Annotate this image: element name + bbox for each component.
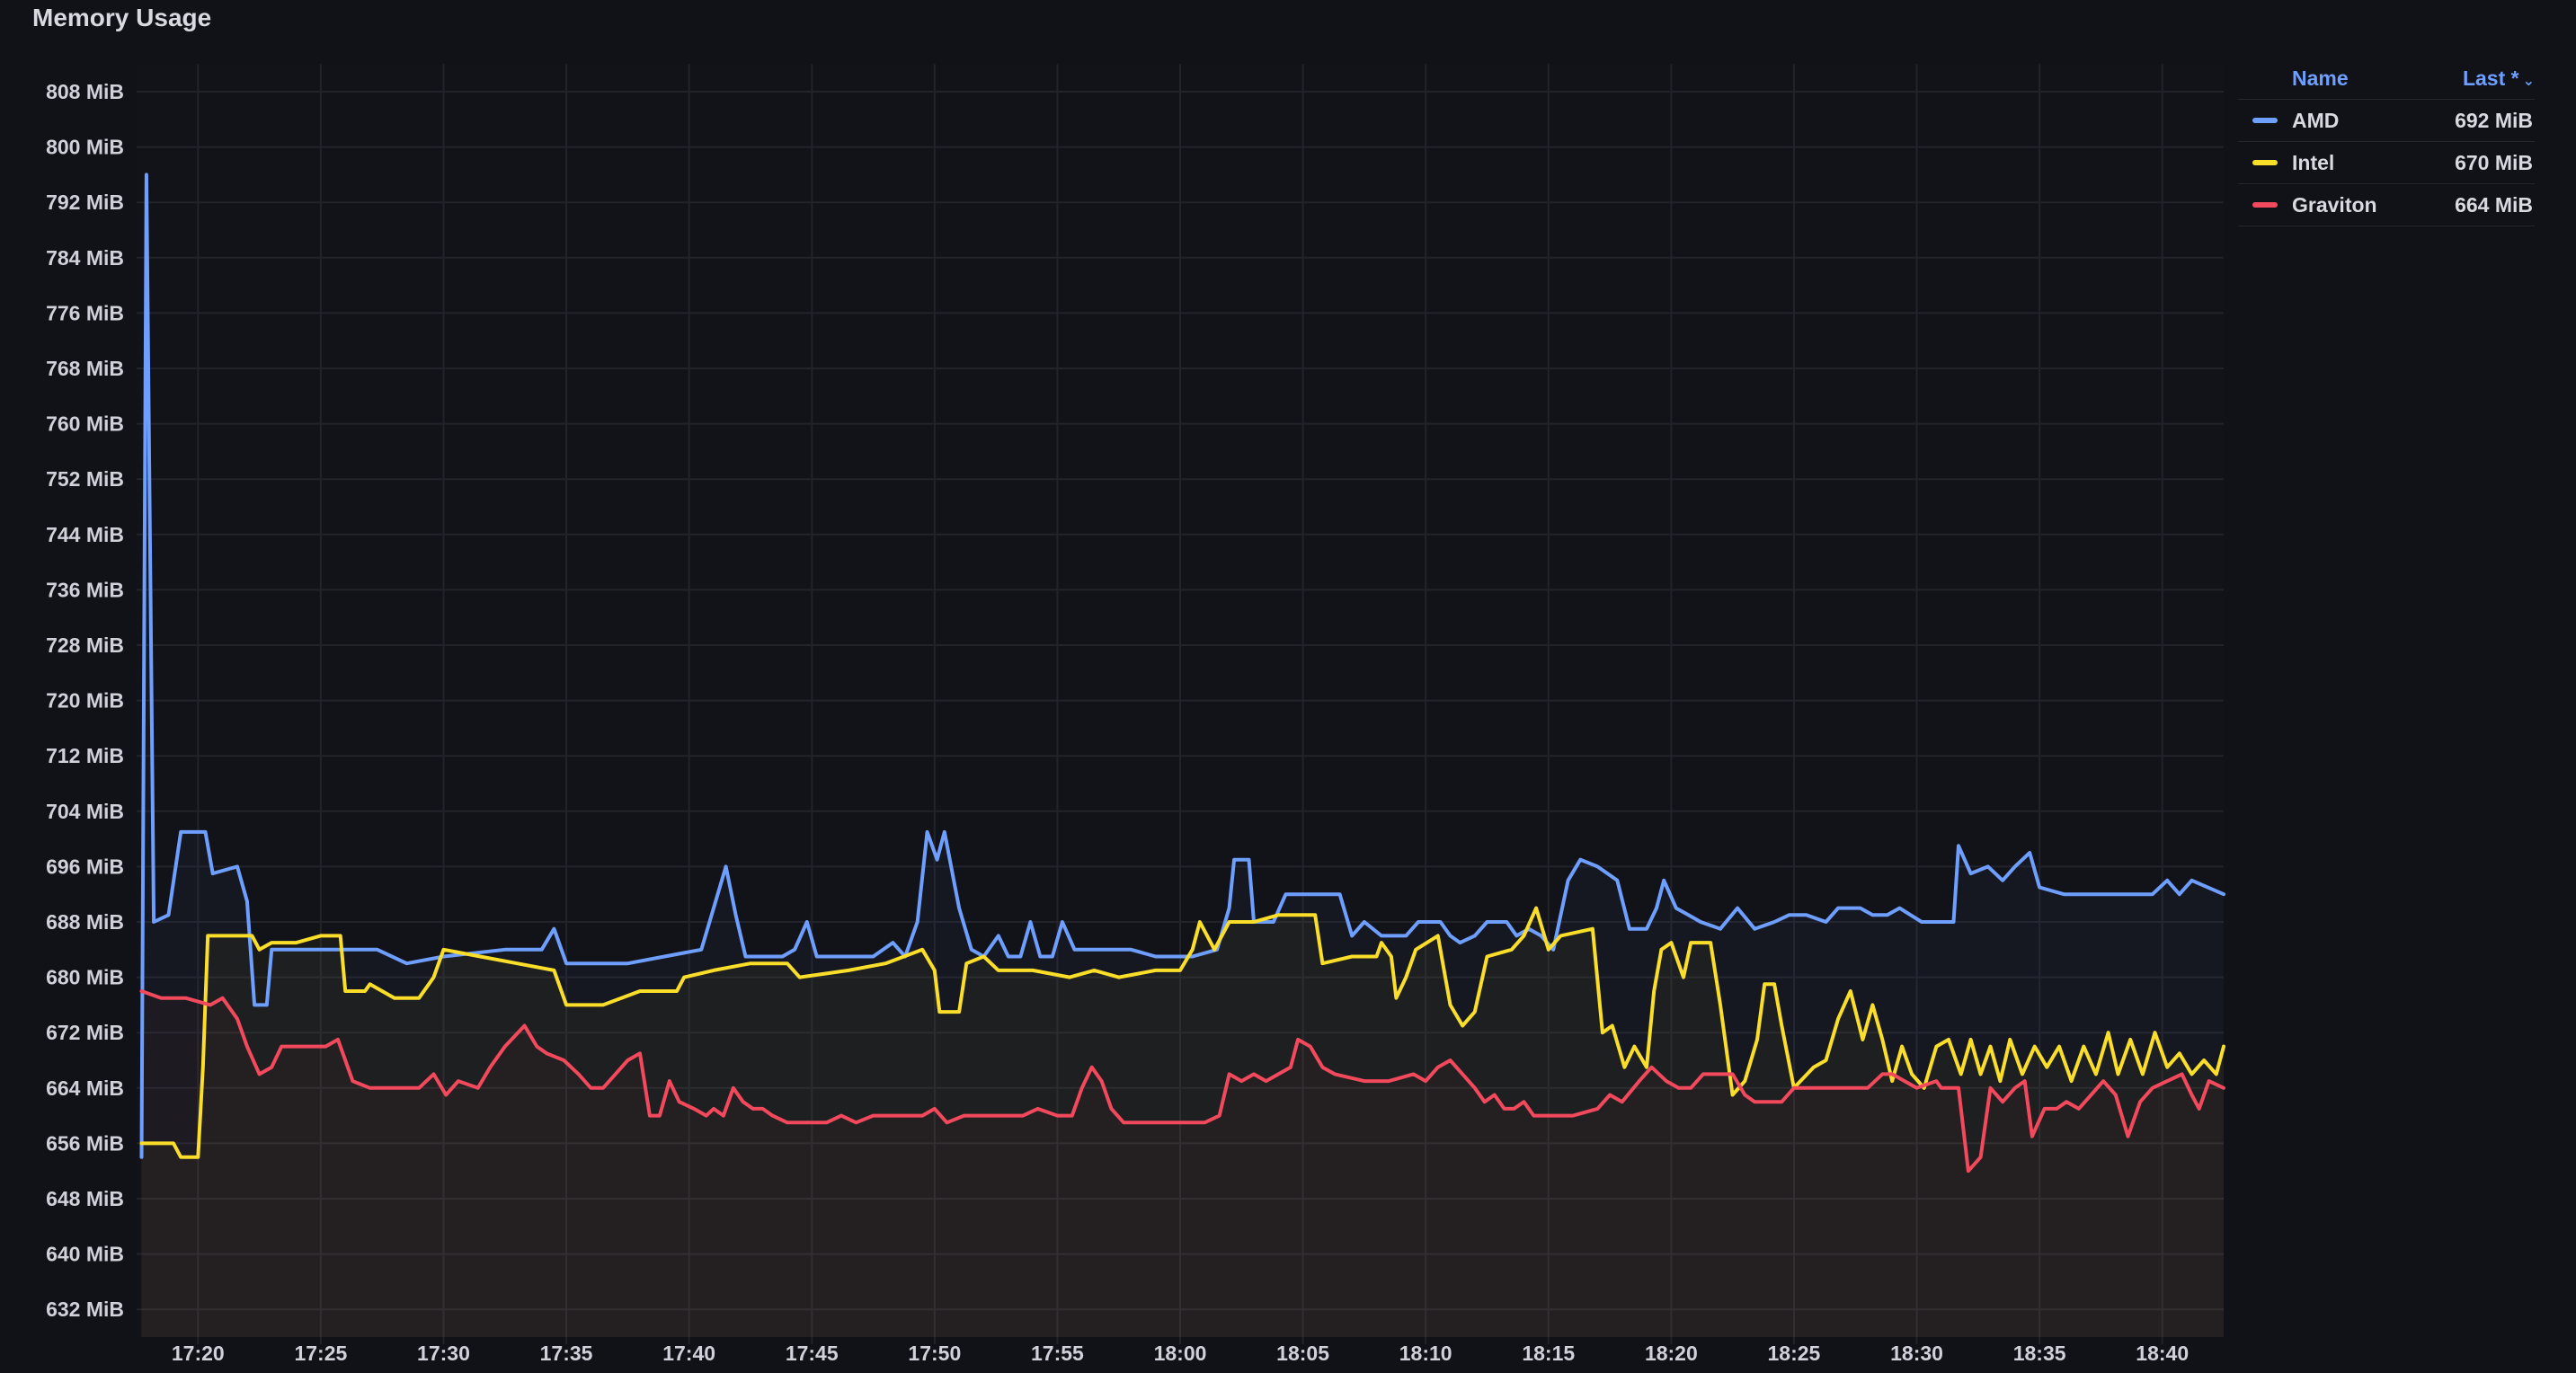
x-tick-label: 18:00: [1154, 1342, 1207, 1365]
y-tick-label: 776 MiB: [46, 301, 124, 324]
x-tick-label: 18:15: [1522, 1342, 1575, 1365]
x-tick-label: 17:40: [662, 1342, 715, 1365]
x-tick-label: 18:10: [1399, 1342, 1452, 1365]
series-line-graviton[interactable]: [139, 989, 2225, 1174]
y-tick-label: 680 MiB: [46, 966, 124, 989]
y-tick-label: 736 MiB: [46, 578, 124, 601]
x-tick-label: 18:30: [1890, 1342, 1943, 1365]
series-color-swatch: [2252, 202, 2278, 208]
x-tick-label: 18:40: [2136, 1342, 2189, 1365]
legend-series-name: Graviton: [2292, 192, 2377, 217]
y-tick-label: 744 MiB: [46, 523, 124, 546]
legend-row-graviton[interactable]: Graviton 664 MiB: [2238, 183, 2535, 226]
legend-name-header[interactable]: Name: [2292, 66, 2349, 90]
y-tick-label: 728 MiB: [46, 633, 124, 657]
y-tick-label: 672 MiB: [46, 1021, 124, 1044]
legend-last-value: 692 MiB: [2455, 108, 2533, 132]
y-tick-label: 704 MiB: [46, 800, 124, 823]
legend-row-intel[interactable]: Intel 670 MiB: [2238, 141, 2535, 183]
legend-table: Name Last * ⌄ AMD 692 MiB Intel 670 MiB G…: [2238, 58, 2535, 226]
y-tick-label: 784 MiB: [46, 246, 124, 270]
panel-title[interactable]: Memory Usage: [32, 4, 212, 31]
x-tick-label: 17:25: [294, 1342, 347, 1365]
y-tick-label: 632 MiB: [46, 1298, 124, 1321]
x-tick-label: 18:20: [1645, 1342, 1698, 1365]
x-tick-label: 18:05: [1276, 1342, 1329, 1365]
y-tick-label: 648 MiB: [46, 1187, 124, 1210]
legend-row-amd[interactable]: AMD 692 MiB: [2238, 99, 2535, 141]
y-tick-label: 792 MiB: [46, 190, 124, 214]
y-tick-label: 696 MiB: [46, 855, 124, 878]
series-color-swatch: [2252, 118, 2278, 123]
y-tick-label: 768 MiB: [46, 357, 124, 380]
y-tick-label: 760 MiB: [46, 412, 124, 436]
x-tick-label: 18:25: [1768, 1342, 1821, 1365]
series-line-amd[interactable]: [139, 173, 2225, 1159]
x-tick-label: 17:45: [786, 1342, 839, 1365]
y-tick-label: 720 MiB: [46, 689, 124, 713]
legend-last-header[interactable]: Last * ⌄: [2463, 66, 2535, 91]
x-tick-label: 18:35: [2013, 1342, 2066, 1365]
sort-chevron-icon: ⌄: [2522, 73, 2535, 89]
y-tick-label: 800 MiB: [46, 136, 124, 159]
x-tick-label: 17:30: [417, 1342, 470, 1365]
legend-series-name: Intel: [2292, 150, 2335, 174]
x-tick-label: 17:50: [908, 1342, 961, 1365]
series-line-intel[interactable]: [139, 906, 2225, 1159]
legend-header: Name Last * ⌄: [2238, 58, 2535, 99]
y-tick-label: 688 MiB: [46, 910, 124, 934]
x-tick-label: 17:35: [540, 1342, 593, 1365]
series-color-swatch: [2252, 160, 2278, 165]
legend-last-value: 670 MiB: [2455, 150, 2533, 174]
y-tick-label: 656 MiB: [46, 1131, 124, 1155]
legend-last-header-label: Last *: [2462, 66, 2519, 90]
y-tick-label: 808 MiB: [46, 80, 124, 103]
y-tick-label: 712 MiB: [46, 744, 124, 767]
x-tick-label: 17:55: [1031, 1342, 1084, 1365]
y-tick-label: 752 MiB: [46, 467, 124, 491]
legend-last-value: 664 MiB: [2455, 192, 2533, 217]
legend-series-name: AMD: [2292, 108, 2340, 132]
y-tick-label: 664 MiB: [46, 1076, 124, 1100]
y-tick-label: 640 MiB: [46, 1243, 124, 1266]
x-tick-label: 17:20: [172, 1342, 225, 1365]
